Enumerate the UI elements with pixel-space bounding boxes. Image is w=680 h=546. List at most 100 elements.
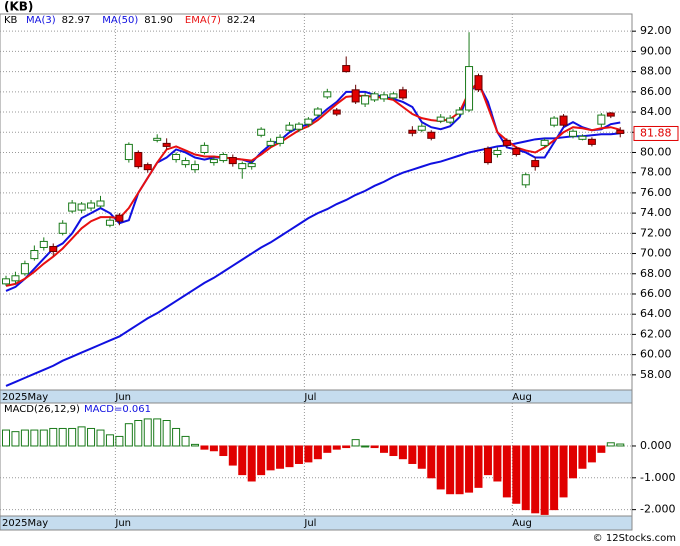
candle-body [257,128,266,136]
macd-bar [143,418,152,447]
macd-bar [124,423,133,447]
y-tick-label: 68.00 [640,267,672,280]
candle-body [351,89,360,103]
candle-body [181,160,190,166]
macd-bar [294,445,303,464]
candle-body [521,174,530,186]
macd-bar [361,445,370,448]
ma-line [5,132,621,387]
macd-bar [11,431,20,447]
x-tick-label: Aug [512,392,532,403]
candle-body [597,114,606,125]
macd-bar [49,427,58,447]
candle-body [606,112,615,117]
candle-body [427,131,436,139]
y-tick-label: 70.00 [640,247,672,260]
candle-body [436,116,445,122]
y-tick-label: 62.00 [640,327,672,340]
macd-bar [105,434,114,447]
candle-body [323,91,332,98]
candle-body [153,137,162,141]
macd-bar [238,445,247,476]
candle-body [455,109,464,115]
macd-bar [398,445,407,460]
y-tick-label: 86.00 [640,85,672,98]
candle-body [238,163,247,170]
candle-body [49,245,58,253]
candle-body [96,200,105,207]
candle-body [39,240,48,248]
y-tick-label: 90.00 [640,44,672,57]
macd-bar [77,426,86,447]
candle-body [502,139,511,146]
candle-body [313,108,322,116]
macd-label: MACD=0.061 [84,404,151,415]
candle-body [219,153,228,162]
macd-bar [559,445,568,498]
candle-body [398,89,407,99]
chart-title: (KB) [4,0,33,14]
macd-bar [181,435,190,447]
legend-symbol: KB [4,15,18,26]
macd-bar [30,429,39,447]
macd-bar [68,427,77,447]
macd-bar [191,443,199,447]
y-tick-label: 60.00 [640,348,672,361]
macd-bar [446,445,455,495]
macd-bar [417,445,426,469]
y-tick-label: 64.00 [640,307,672,320]
macd-bar [342,445,351,449]
macd-bar [209,445,218,452]
y-tick-label: 58.00 [640,368,672,381]
candle-body [143,164,152,171]
x-tick-label: Jun [114,392,131,403]
macd-bar [351,439,360,447]
macd-bar [550,445,559,511]
candle-body [389,93,398,99]
legend-value: 82.24 [227,15,256,26]
footer: © 12Stocks.com [593,533,676,544]
candle-body [550,117,559,126]
candle-body [408,129,417,134]
macd-bar [2,429,10,447]
x-tick-label: Jul [303,518,316,529]
macd-bar [219,445,228,457]
candle-body [531,160,540,168]
candle-body [417,125,426,131]
last-price-box [633,125,679,141]
candle-body [134,151,143,168]
y-tick-label: 80.00 [640,145,672,158]
candle-body [162,142,171,147]
candle-body [172,153,181,161]
candle-body [105,219,114,226]
candle-body [2,278,10,285]
macd-bar [172,427,181,447]
y-tick-label: 78.00 [640,166,672,179]
macd-bar [266,445,275,471]
candle-body [30,250,39,260]
y-tick-label: 0.000 [640,439,672,452]
candle-body [58,222,67,234]
macd-bar [115,435,124,447]
price-panel [0,13,633,391]
y-tick-label: 92.00 [640,24,672,37]
candle-body [540,139,549,146]
macd-bar [597,445,606,453]
macd-bar [483,445,492,476]
candle-body [342,65,351,73]
macd-bar [578,445,587,469]
y-tick-label: 88.00 [640,65,672,78]
macd-bar [323,445,332,453]
y-tick-label: 72.00 [640,226,672,239]
y-tick-label: 66.00 [640,287,672,300]
legend-name: EMA(7) [185,15,221,26]
macd-bar [389,445,398,457]
candle-body [483,147,492,164]
last-price-label: 81.88 [640,126,672,139]
candle-body [361,95,370,105]
ma-line [5,79,621,287]
macd-bar [569,445,577,479]
candle-body [465,66,474,111]
y-tick-label: -1.000 [640,471,675,484]
candle-body [493,149,502,155]
